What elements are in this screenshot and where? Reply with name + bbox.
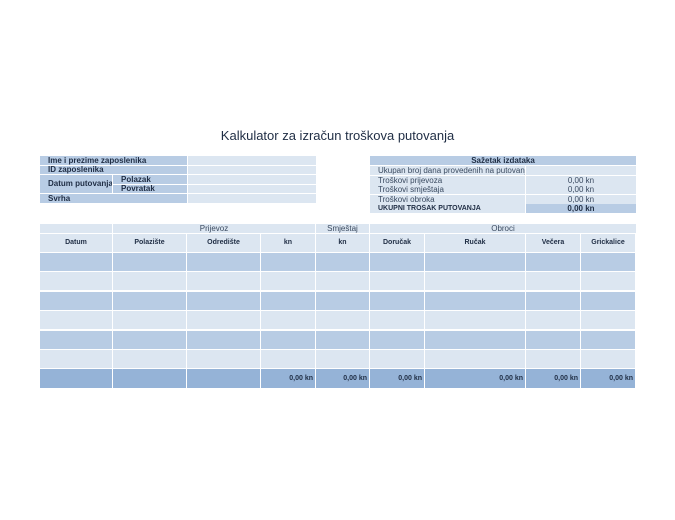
table-cell[interactable]: [316, 350, 369, 368]
departure-label: Polazak: [113, 175, 187, 184]
table-cell[interactable]: [261, 272, 315, 291]
employee-id-label: ID zaposlenika: [40, 166, 187, 174]
table-cell[interactable]: [425, 253, 525, 271]
summary-row-label: Ukupan broj dana provedenih na putovanju: [370, 166, 525, 175]
summary-total-value: 0,00 kn: [526, 204, 636, 213]
total-cell: 0,00 kn: [581, 369, 635, 388]
column-header: Večera: [526, 234, 580, 252]
table-cell[interactable]: [526, 291, 580, 310]
table-cell[interactable]: [40, 291, 112, 310]
table-cell[interactable]: [526, 272, 580, 291]
table-cell[interactable]: [113, 272, 186, 291]
table-cell[interactable]: [316, 311, 369, 330]
summary-row-label: Troškovi obroka: [370, 194, 525, 204]
table-cell[interactable]: [113, 350, 186, 368]
column-header: Polazište: [113, 234, 186, 252]
total-cell: [113, 369, 186, 388]
table-cell[interactable]: [40, 350, 112, 368]
table-cell[interactable]: [370, 330, 424, 349]
table-cell[interactable]: [113, 311, 186, 330]
summary-row-value: 0,00 kn: [526, 175, 636, 185]
table-cell[interactable]: [187, 253, 260, 271]
total-cell: 0,00 kn: [370, 369, 424, 388]
table-cell[interactable]: [425, 330, 525, 349]
column-header: Ručak: [425, 234, 525, 252]
table-cell[interactable]: [261, 253, 315, 271]
total-cell: 0,00 kn: [316, 369, 369, 388]
summary-row-label: Troškovi prijevoza: [370, 175, 525, 185]
table-cell[interactable]: [261, 350, 315, 368]
table-cell[interactable]: [261, 311, 315, 330]
table-cell[interactable]: [316, 291, 369, 310]
group-header-meals: Obroci: [370, 224, 636, 233]
table-cell[interactable]: [526, 350, 580, 368]
return-date-input[interactable]: [188, 185, 316, 193]
column-header: Doručak: [370, 234, 424, 252]
page-title: Kalkulator za izračun troškova putovanja: [220, 128, 455, 143]
summary-header: Sažetak izdataka: [370, 156, 636, 165]
table-cell[interactable]: [526, 330, 580, 349]
table-cell[interactable]: [370, 272, 424, 291]
total-cell: [40, 369, 112, 388]
table-cell[interactable]: [581, 330, 635, 349]
employee-name-label: Ime i prezime zaposlenika: [40, 156, 187, 165]
table-cell[interactable]: [187, 291, 260, 310]
table-cell[interactable]: [40, 253, 112, 271]
employee-id-input[interactable]: [188, 166, 316, 174]
table-cell[interactable]: [40, 330, 112, 349]
total-cell: 0,00 kn: [261, 369, 315, 388]
table-cell[interactable]: [261, 330, 315, 349]
table-cell[interactable]: [113, 291, 186, 310]
column-header: kn: [261, 234, 315, 252]
table-cell[interactable]: [581, 272, 635, 291]
table-cell[interactable]: [187, 330, 260, 349]
group-header-blank: [40, 224, 112, 233]
table-cell[interactable]: [187, 350, 260, 368]
summary-row-label: Troškovi smještaja: [370, 185, 525, 194]
trip-date-label: Datum putovanja: [40, 175, 112, 193]
table-cell[interactable]: [261, 291, 315, 310]
column-header: Grickalice: [581, 234, 635, 252]
table-cell[interactable]: [370, 311, 424, 330]
total-cell: [187, 369, 260, 388]
column-header: kn: [316, 234, 369, 252]
table-cell[interactable]: [40, 311, 112, 330]
table-cell[interactable]: [526, 311, 580, 330]
table-cell[interactable]: [187, 311, 260, 330]
column-header: Datum: [40, 234, 112, 252]
return-label: Povratak: [113, 185, 187, 193]
total-cell: 0,00 kn: [526, 369, 580, 388]
group-header-transport: Prijevoz: [113, 224, 315, 233]
table-cell[interactable]: [113, 253, 186, 271]
table-cell[interactable]: [187, 272, 260, 291]
group-header-lodging: Smještaj: [316, 224, 369, 233]
table-cell[interactable]: [370, 291, 424, 310]
table-cell[interactable]: [113, 330, 186, 349]
table-cell[interactable]: [581, 311, 635, 330]
purpose-label: Svrha: [40, 194, 187, 203]
total-cell: 0,00 kn: [425, 369, 525, 388]
table-cell[interactable]: [316, 272, 369, 291]
table-cell[interactable]: [425, 272, 525, 291]
table-cell[interactable]: [370, 253, 424, 271]
summary-row-value: 0,00 kn: [526, 194, 636, 204]
summary-total-label: UKUPNI TROŠAK PUTOVANJA: [370, 204, 525, 213]
departure-date-input[interactable]: [188, 175, 316, 184]
table-cell[interactable]: [425, 291, 525, 310]
table-cell[interactable]: [370, 350, 424, 368]
table-cell[interactable]: [581, 253, 635, 271]
column-header: Odredište: [187, 234, 260, 252]
summary-row-value: 0,00 kn: [526, 185, 636, 194]
purpose-input[interactable]: [188, 194, 316, 203]
employee-name-input[interactable]: [188, 156, 316, 165]
table-cell[interactable]: [526, 253, 580, 271]
table-cell[interactable]: [425, 350, 525, 368]
table-cell[interactable]: [316, 330, 369, 349]
summary-row-value: [526, 166, 636, 175]
table-cell[interactable]: [581, 291, 635, 310]
table-cell[interactable]: [425, 311, 525, 330]
table-cell[interactable]: [316, 253, 369, 271]
table-cell[interactable]: [581, 350, 635, 368]
table-cell[interactable]: [40, 272, 112, 291]
